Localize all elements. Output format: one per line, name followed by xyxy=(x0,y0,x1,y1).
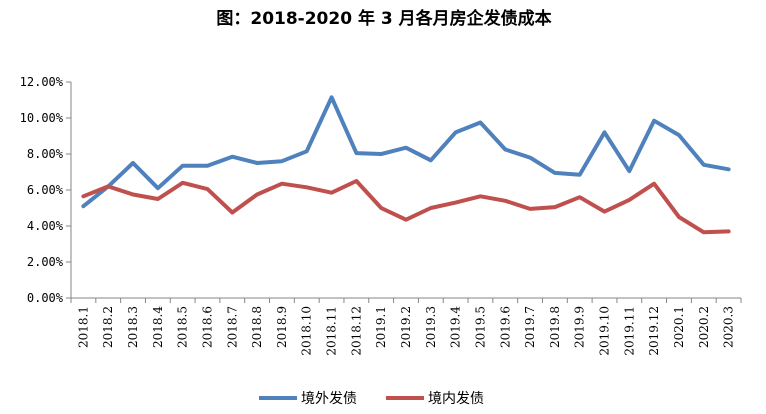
y-tick-label: 2.00% xyxy=(27,255,64,269)
data-point xyxy=(677,215,681,219)
series-line-1 xyxy=(81,95,731,209)
chart-title: 图：2018-2020 年 3 月各月房企发债成本 xyxy=(216,8,551,29)
x-tick-label: 2018.2 xyxy=(101,306,115,348)
data-point xyxy=(330,191,334,195)
data-point xyxy=(652,119,656,123)
data-point xyxy=(702,230,706,234)
x-tick-label: 2019.12 xyxy=(647,306,661,356)
data-point xyxy=(156,186,160,190)
legend-label: 境内发债 xyxy=(428,391,484,407)
data-point xyxy=(379,206,383,210)
data-point xyxy=(429,206,433,210)
data-point xyxy=(156,197,160,201)
x-tick-label: 2020.1 xyxy=(672,306,686,348)
data-point xyxy=(429,158,433,162)
x-tick-label: 2019.7 xyxy=(523,306,537,348)
data-point xyxy=(478,194,482,198)
data-point xyxy=(553,171,557,175)
data-point xyxy=(553,205,557,209)
data-point xyxy=(354,151,358,155)
legend-label: 境外发债 xyxy=(301,391,357,407)
data-point xyxy=(503,199,507,203)
x-tick-label: 2019.5 xyxy=(473,306,487,348)
x-tick-label: 2019.8 xyxy=(548,306,562,348)
data-point xyxy=(528,156,532,160)
x-tick-label: 2018.6 xyxy=(200,306,214,348)
x-tick-label: 2019.6 xyxy=(498,306,512,348)
x-tick-label: 2018.10 xyxy=(300,306,314,356)
data-point xyxy=(81,194,85,198)
x-tick-label: 2019.11 xyxy=(622,306,636,356)
x-tick-label: 2018.11 xyxy=(325,306,339,356)
x-tick-label: 2018.1 xyxy=(76,306,90,348)
data-point xyxy=(503,148,507,151)
data-point xyxy=(255,193,259,196)
data-point xyxy=(627,198,631,202)
x-tick-label: 2019.10 xyxy=(598,306,612,356)
data-point xyxy=(230,155,234,159)
data-point xyxy=(131,161,135,165)
data-point xyxy=(603,210,606,214)
data-point xyxy=(280,182,284,186)
chart-legend: 境外发债 境内发债 xyxy=(259,391,484,407)
data-point xyxy=(677,133,681,137)
data-point xyxy=(305,149,309,153)
data-point xyxy=(578,173,582,177)
data-point xyxy=(81,204,85,208)
y-tick-label: 8.00% xyxy=(27,147,64,161)
x-tick-label: 2018.7 xyxy=(225,306,239,348)
data-point xyxy=(404,146,408,150)
data-point xyxy=(528,207,532,211)
x-tick-label: 2019.2 xyxy=(399,306,413,348)
data-point xyxy=(652,182,656,186)
x-tick-label: 2019.9 xyxy=(573,306,587,348)
data-point xyxy=(131,193,135,196)
data-point xyxy=(478,121,482,124)
data-point xyxy=(181,181,185,185)
chart-series xyxy=(81,95,731,235)
data-point xyxy=(727,229,731,233)
data-point xyxy=(230,211,234,214)
data-point xyxy=(330,95,334,99)
data-point xyxy=(206,164,209,168)
x-tick-label: 2018.12 xyxy=(349,306,363,356)
data-point xyxy=(727,167,731,171)
y-tick-label: 4.00% xyxy=(27,219,64,233)
data-point xyxy=(206,187,209,191)
data-point xyxy=(454,130,458,134)
y-tick-label: 10.00% xyxy=(20,111,64,125)
data-point xyxy=(354,179,358,183)
data-point xyxy=(255,161,259,165)
data-point xyxy=(106,184,110,188)
y-axis-ticks: 0.00% 2.00% 4.00% 6.00% 8.00% 10.00% 12.00% xyxy=(20,75,71,305)
x-tick-label: 2018.8 xyxy=(250,306,264,348)
x-tick-label: 2020.3 xyxy=(722,306,736,348)
y-tick-label: 0.00% xyxy=(27,291,64,305)
data-point xyxy=(578,195,582,199)
data-point xyxy=(305,185,309,189)
y-tick-label: 12.00% xyxy=(20,75,64,89)
series-line-2 xyxy=(81,179,731,235)
x-tick-label: 2020.2 xyxy=(697,306,711,348)
x-tick-label: 2018.3 xyxy=(126,306,140,348)
data-point xyxy=(280,159,284,163)
data-point xyxy=(379,152,383,156)
x-tick-label: 2019.1 xyxy=(374,306,388,348)
x-axis-ticks: 2018.1 2018.2 2018.3 2018.4 2018.5 2018.6 2018… xyxy=(70,298,742,356)
x-tick-label: 2018.4 xyxy=(151,306,165,348)
data-point xyxy=(603,130,606,134)
data-point xyxy=(181,164,185,168)
x-tick-label: 2018.9 xyxy=(275,306,289,348)
data-point xyxy=(627,169,631,173)
data-point xyxy=(404,218,408,222)
x-tick-label: 2019.4 xyxy=(449,306,463,348)
data-point xyxy=(454,201,458,205)
x-tick-label: 2018.5 xyxy=(176,306,190,348)
data-point xyxy=(702,163,706,167)
y-tick-label: 6.00% xyxy=(27,183,64,197)
x-tick-label: 2019.3 xyxy=(424,306,438,348)
